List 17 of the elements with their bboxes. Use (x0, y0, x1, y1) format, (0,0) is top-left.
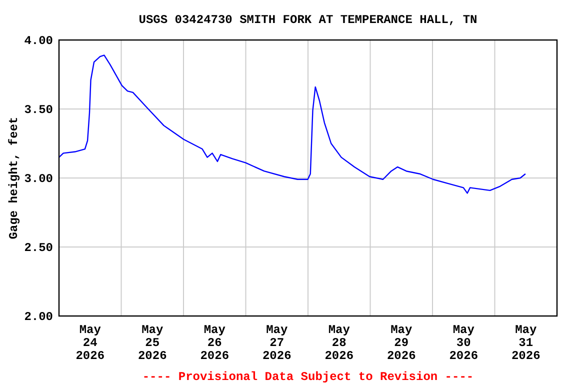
x-tick-label: May 26 2026 (200, 323, 230, 363)
chart-title: USGS 03424730 SMITH FORK AT TEMPERANCE HALL, TN (138, 13, 478, 27)
y-tick-label: 2.00 (24, 310, 53, 324)
x-tick-label: May 30 2026 (449, 323, 478, 363)
x-tick-label: May 25 2026 (138, 323, 167, 363)
x-tick-label: May 24 2026 (76, 323, 105, 363)
x-tick-label: May 29 2026 (386, 323, 416, 363)
x-tick-label: May 27 2026 (262, 323, 292, 363)
y-tick-label: 3.50 (24, 103, 53, 117)
y-tick-label: 2.50 (24, 241, 53, 255)
x-tick-label: May 28 2026 (324, 323, 354, 363)
line-series (58, 54, 526, 194)
y-axis-title: Gage height, feet (7, 116, 21, 240)
x-tick-label: May 31 2026 (511, 323, 540, 363)
y-tick-label: 4.00 (24, 34, 53, 48)
y-tick-label: 3.00 (24, 172, 53, 186)
text: ---- Provisional Data Subject to Revision ---- (142, 370, 474, 384)
